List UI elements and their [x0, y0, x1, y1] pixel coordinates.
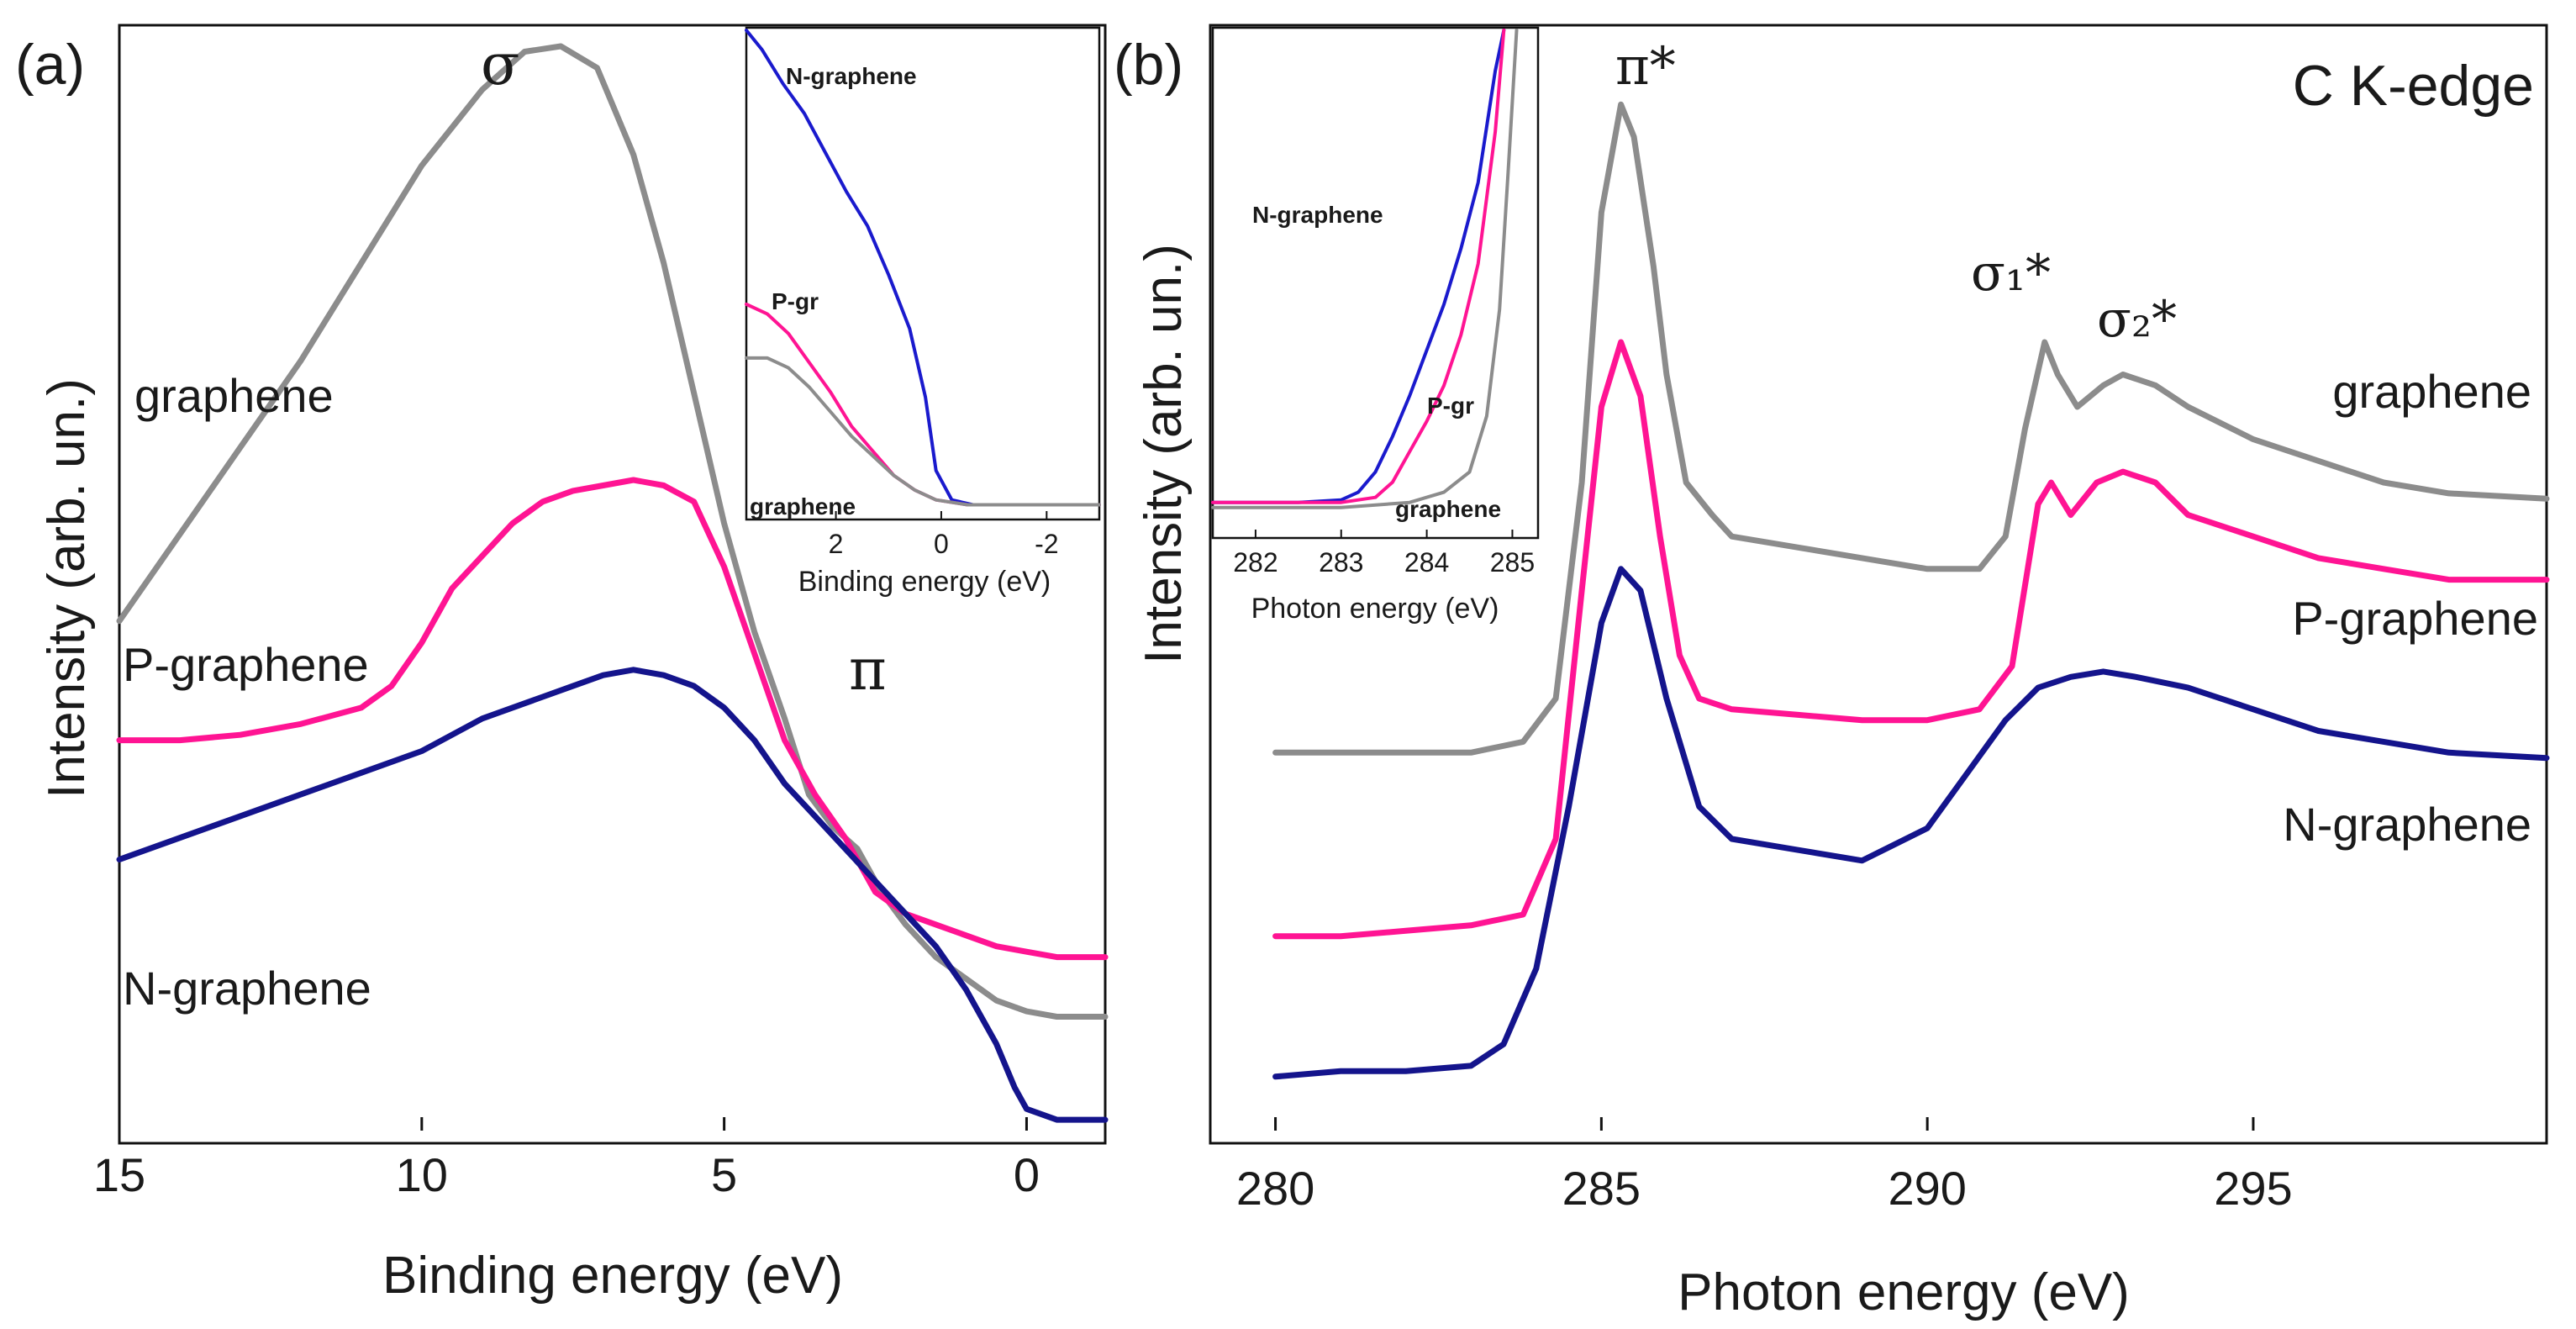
panel-b-inset-line-p-graphene: [1211, 29, 1506, 504]
panel-b-inset-x-tick-label: 283: [1319, 547, 1363, 577]
panel-a-sigma-annotation: σ: [481, 32, 519, 98]
panel-a: (a) Intensity (arb. un.) Binding energy …: [15, 24, 1109, 1305]
panel-b-title: C K-edge: [2293, 54, 2534, 118]
panel-a-inset-x-tick-label: 2: [829, 529, 844, 559]
panel-a-label: (a): [15, 33, 85, 97]
panel-a-line-p-graphene: [116, 477, 1109, 961]
panel-a-frame: [118, 24, 1107, 1145]
panel-b-x-ticks: 280 285 290 295: [1236, 1117, 2293, 1215]
panel-b: (b) Intensity (arb. un.) Photon energy (…: [1114, 24, 2550, 1321]
panel-a-x-tick-label: 10: [396, 1148, 448, 1201]
panel-a-inset: 2 0 -2 Binding energy (eV) N-graphene P-gr g…: [745, 26, 1101, 598]
panel-b-label-p-graphene: P-graphene: [2292, 592, 2538, 645]
panel-b-inset-frame: [1211, 26, 1540, 540]
panel-b-x-tick-label: 290: [1888, 1162, 1966, 1215]
panel-a-label-p-graphene: P-graphene: [123, 638, 369, 691]
panel-a-pi-annotation: π: [849, 637, 887, 704]
panel-a-inset-label-p-gr: P-gr: [772, 288, 819, 314]
panel-a-inset-x-ticks: 2 0 -2: [829, 511, 1059, 559]
panel-a-inset-line-graphene: [745, 356, 1101, 507]
panel-b-line-graphene: [1272, 101, 2550, 756]
panel-b-inset-label-p-gr: P-gr: [1427, 393, 1474, 419]
panel-b-inset-x-tick-label: 285: [1490, 547, 1535, 577]
panel-a-inset-x-tick-label: 0: [934, 529, 949, 559]
panel-b-inset-label-n-graphene: N-graphene: [1252, 202, 1383, 228]
panel-a-x-tick-label: 5: [711, 1148, 737, 1201]
panel-b-y-axis-label: Intensity (arb. un.): [1135, 244, 1193, 664]
panel-b-x-tick-label: 280: [1236, 1162, 1314, 1215]
panel-a-inset-series: [745, 29, 1101, 507]
panel-b-x-tick-label: 295: [2214, 1162, 2292, 1215]
panel-b-inset-x-ticks: 282 283 284 285: [1233, 530, 1535, 577]
panel-a-inset-x-axis-label: Binding energy (eV): [798, 566, 1051, 598]
panel-a-x-tick-label: 15: [93, 1148, 145, 1201]
panel-b-frame: [1209, 24, 2548, 1145]
panel-a-x-axis-label: Binding energy (eV): [382, 1247, 843, 1305]
panel-b-label: (b): [1114, 33, 1183, 97]
panel-b-label-n-graphene: N-graphene: [2283, 798, 2531, 851]
panel-a-label-graphene: graphene: [134, 369, 334, 422]
panel-a-line-n-graphene: [116, 667, 1109, 1123]
panel-b-line-n-graphene: [1272, 566, 2550, 1080]
panel-b-pi-star-annotation: π*: [1615, 35, 1676, 97]
panel-b-series: [1272, 101, 2550, 1080]
panel-b-line-p-graphene: [1272, 339, 2550, 940]
panel-b-sigma2-star-annotation: σ₂*: [2097, 290, 2177, 349]
panel-a-inset-x-tick-label: -2: [1035, 529, 1058, 559]
panel-b-inset-x-tick-label: 284: [1404, 547, 1449, 577]
panel-b-inset-x-tick-label: 282: [1233, 547, 1277, 577]
panel-b-label-graphene: graphene: [2332, 365, 2531, 418]
panel-b-x-axis-label: Photon energy (eV): [1678, 1263, 2130, 1321]
panel-b-x-tick-label: 285: [1562, 1162, 1641, 1215]
panel-a-x-tick-label: 0: [1014, 1148, 1040, 1201]
panel-b-inset: 282 283 284 285 Photon energy (eV) N-graphe…: [1211, 26, 1540, 625]
panel-a-label-n-graphene: N-graphene: [123, 962, 371, 1015]
panel-b-inset-series: [1211, 29, 1519, 509]
panel-b-inset-label-graphene: graphene: [1395, 496, 1501, 522]
panel-a-inset-label-graphene: graphene: [750, 493, 856, 519]
panel-b-inset-line-graphene: [1211, 29, 1519, 509]
panel-a-inset-label-n-graphene: N-graphene: [786, 63, 917, 89]
panel-a-inset-frame: [745, 26, 1101, 521]
panel-b-inset-x-axis-label: Photon energy (eV): [1251, 593, 1499, 625]
panel-a-series: [116, 43, 1109, 1123]
panel-a-x-ticks: 15 10 5 0: [93, 1117, 1040, 1201]
panel-b-sigma1-star-annotation: σ₁*: [1971, 244, 2051, 303]
panel-a-y-axis-label: Intensity (arb. un.): [38, 378, 96, 799]
